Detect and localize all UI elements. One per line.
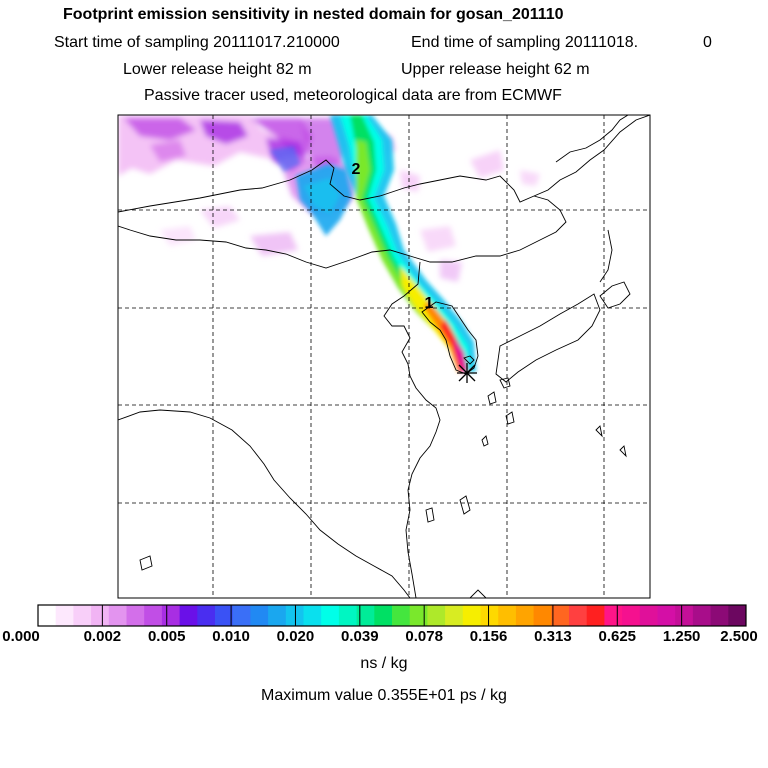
colorbar-swatch xyxy=(604,605,623,626)
colorbar-tick-label: 0.625 xyxy=(598,628,637,645)
tracer-note: Passive tracer used, meteorological data… xyxy=(144,87,562,104)
colorbar-swatch xyxy=(551,605,570,626)
colorbar-swatch xyxy=(569,605,588,626)
colorbar-swatch xyxy=(710,605,729,626)
age-marker-1: 1 xyxy=(425,295,434,312)
end-time-label: End time of sampling 20111018. xyxy=(411,34,639,51)
colorbar-swatch xyxy=(427,605,446,626)
colorbar-swatch xyxy=(250,605,269,626)
colorbar-tick-label: 2.500 xyxy=(720,628,758,645)
colorbar-tick-label: 0.020 xyxy=(276,628,315,645)
age-marker-2: 2 xyxy=(352,161,361,178)
graticule xyxy=(118,115,650,598)
colorbar-swatch xyxy=(38,605,57,626)
map-panel xyxy=(118,115,650,598)
colorbar-tick-label: 0.313 xyxy=(534,628,572,645)
colorbar-tick-label: 0.005 xyxy=(147,628,186,645)
colorbar-unit: ns / kg xyxy=(360,655,408,672)
colorbar-swatch xyxy=(303,605,322,626)
start-time-label: Start time of sampling 20111017.210000 xyxy=(54,34,340,51)
colorbar-swatch xyxy=(480,605,499,626)
lower-release-height: Lower release height 82 m xyxy=(123,61,312,78)
colorbar-swatch xyxy=(91,605,110,626)
sensitivity-blue-zone xyxy=(270,146,352,236)
colorbar-swatch xyxy=(728,605,747,626)
colorbar-swatch xyxy=(622,605,641,626)
colorbar-swatch xyxy=(392,605,411,626)
colorbar-swatch xyxy=(285,605,304,626)
colorbar xyxy=(37,604,747,627)
colorbar-tick-label: 0.002 xyxy=(83,628,122,645)
colorbar-swatch xyxy=(692,605,711,626)
colorbar-swatch xyxy=(586,605,605,626)
colorbar-swatch xyxy=(515,605,534,626)
colorbar-tick-label: 0.156 xyxy=(469,628,508,645)
colorbar-swatch xyxy=(55,605,74,626)
colorbar-tick-label: 0.078 xyxy=(405,628,443,645)
colorbar-swatch xyxy=(108,605,127,626)
colorbar-swatch xyxy=(126,605,145,626)
colorbar-swatch xyxy=(215,605,234,626)
colorbar-tick-label: 0.000 xyxy=(2,628,40,645)
maximum-value: Maximum value 0.355E+01 ps / kg xyxy=(261,687,507,704)
upper-release-height: Upper release height 62 m xyxy=(401,61,590,78)
page-title: Footprint emission sensitivity in nested… xyxy=(63,6,564,23)
coastlines xyxy=(118,115,650,598)
colorbar-swatch xyxy=(321,605,340,626)
colorbar-swatch xyxy=(179,605,198,626)
colorbar-frame xyxy=(37,604,747,627)
colorbar-swatch xyxy=(338,605,357,626)
colorbar-swatch xyxy=(657,605,676,626)
colorbar-swatch xyxy=(409,605,428,626)
colorbar-tick-label: 0.039 xyxy=(341,628,379,645)
colorbar-swatch xyxy=(462,605,481,626)
sensitivity-plume xyxy=(330,115,476,372)
colorbar-swatch xyxy=(73,605,92,626)
colorbar-tick-label: 1.250 xyxy=(662,628,701,645)
colorbar-swatch xyxy=(675,605,694,626)
colorbar-swatch xyxy=(232,605,251,626)
colorbar-swatch xyxy=(268,605,287,626)
colorbar-swatch xyxy=(374,605,393,626)
colorbar-swatch xyxy=(445,605,464,626)
map-frame xyxy=(117,114,651,599)
colorbar-swatch xyxy=(144,605,163,626)
colorbar-tick-label: 0.010 xyxy=(212,628,250,645)
colorbar-swatch xyxy=(161,605,180,626)
receptor-asterisk-icon xyxy=(457,363,477,383)
colorbar-swatch xyxy=(197,605,216,626)
colorbar-swatch xyxy=(533,605,552,626)
colorbar-swatch xyxy=(498,605,517,626)
end-time-value: 0 xyxy=(703,34,712,51)
colorbar-swatch xyxy=(356,605,375,626)
colorbar-swatch xyxy=(639,605,658,626)
